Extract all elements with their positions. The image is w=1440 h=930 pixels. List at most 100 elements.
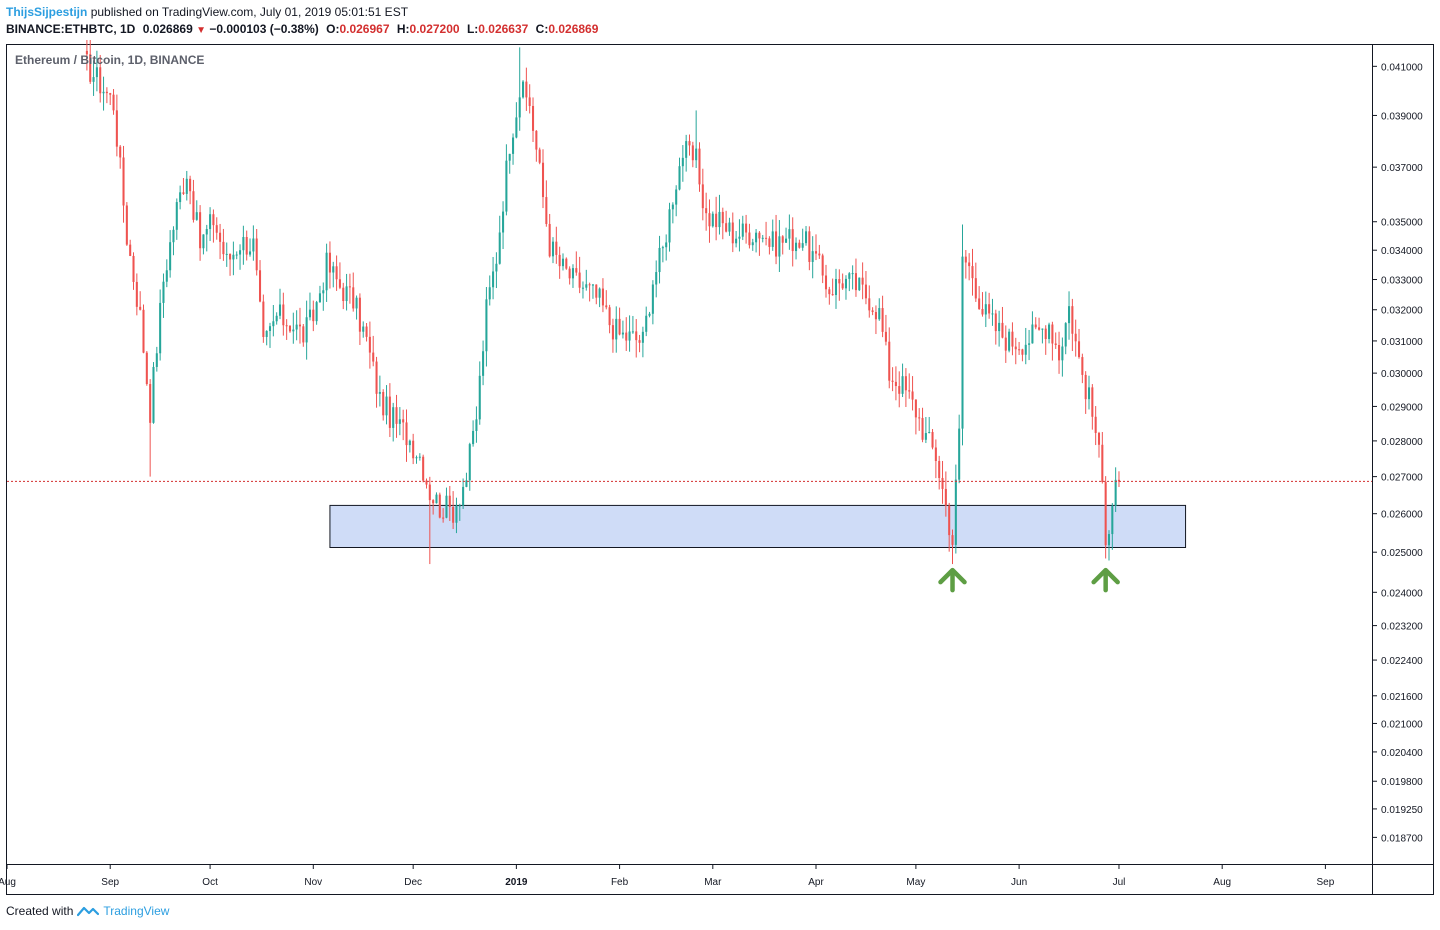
candle [621,320,624,339]
candle [312,300,315,332]
candle [458,503,461,521]
candle [721,207,724,240]
candle-body [725,223,728,232]
candle [964,249,967,279]
candle-body [578,272,581,288]
candle-body [302,326,305,343]
candle [854,258,857,297]
candle-body [492,271,495,288]
candle [901,363,904,398]
candle [605,290,608,310]
candle-body [804,231,808,244]
y-tick-label: 0.023200 [1381,622,1423,633]
candle [1004,325,1007,363]
candle-body [215,225,218,233]
candle-body [1004,337,1007,351]
candle [378,375,381,407]
candle [715,196,718,241]
candle-body [512,137,515,154]
candle [971,248,974,296]
candle [525,67,528,111]
candle-body [801,243,804,248]
candle [132,252,135,290]
candle [258,260,262,303]
candle [142,304,145,354]
candle-body [705,208,708,214]
candle [189,175,192,205]
candle-body [695,148,698,161]
candle-body [775,231,778,257]
candle-body [388,396,391,428]
x-tick-label: Jun [1011,877,1027,888]
candle [162,273,165,318]
candle-body [605,305,608,308]
candle [112,89,115,115]
price-axis[interactable] [1372,44,1434,865]
candle [591,283,594,299]
candle [485,287,488,367]
candle-body [298,324,302,327]
candle-body [112,94,115,111]
candle [665,234,668,261]
price-chart[interactable]: 0.041000 0.039000 0.037000 0.035000 0.034000… [0,40,1440,896]
y-tick-label: 0.034000 [1381,246,1423,257]
candle-body [338,279,341,288]
candle-body [741,223,744,237]
candle [655,260,658,298]
candle [345,273,348,311]
candle [385,385,388,425]
candle [904,368,907,408]
candle [478,361,481,425]
candle [229,253,232,276]
candle [958,414,961,484]
candle [522,80,525,99]
tradingview-brand-link[interactable]: TradingView [103,904,170,918]
candle-body [961,256,964,429]
candle-body [558,254,561,267]
x-tick-label: Feb [611,877,629,888]
candle [575,251,578,276]
published-text: published on TradingView.com, July 01, 2… [90,5,409,19]
candle-body [551,241,555,257]
candle [941,460,944,504]
candle [821,253,824,284]
candle-body [265,330,268,337]
candle [175,198,178,240]
candle-body [628,331,631,341]
candle [785,227,788,243]
candle-body [445,495,448,518]
candle [452,491,455,530]
candle-body [1071,306,1074,334]
last-price: 0.026869 [142,22,193,36]
candle [278,288,282,320]
candle-body [392,407,395,428]
candle [192,179,195,223]
candle [92,60,95,96]
candle [804,226,808,246]
candle-body [365,326,368,337]
candle-body [645,315,648,332]
candle-body [425,480,428,485]
candle [438,492,441,519]
candle [578,256,581,294]
candle [681,145,684,182]
candle [884,314,887,346]
candle [172,226,175,256]
candle [968,253,971,281]
candle [908,373,911,399]
candle [495,252,498,289]
candle-body [229,253,232,260]
author-link[interactable]: ThijsSijpestijn [6,5,88,19]
candle [265,330,268,346]
candle [725,210,728,233]
candle [588,282,591,302]
candle [202,234,205,255]
candle [425,478,428,489]
candle [318,285,321,303]
candle [661,245,664,263]
candle-body [1097,432,1101,445]
candle [911,376,914,411]
candle [861,262,864,300]
candle-body [864,284,867,299]
time-axis[interactable] [6,864,1373,895]
